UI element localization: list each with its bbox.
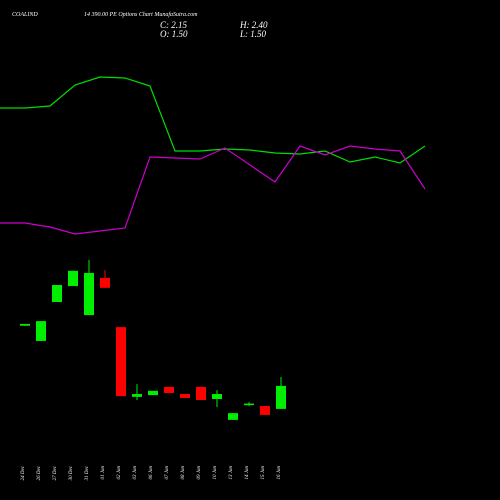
x-tick-label: 01 Jan xyxy=(101,466,106,480)
indicator-line xyxy=(0,76,426,164)
candle-body xyxy=(196,386,206,401)
x-tick-label: 13 Jan xyxy=(229,466,234,480)
candle-body xyxy=(68,270,78,287)
indicator-line xyxy=(0,145,426,235)
x-tick-label: 27 Dec xyxy=(53,465,58,480)
candle-body xyxy=(276,385,286,409)
candle-body xyxy=(116,327,126,397)
open-label: O: 1.50 xyxy=(160,29,188,39)
x-tick-label: 14 Jan xyxy=(245,466,250,480)
candle-body xyxy=(164,386,174,393)
candle-body xyxy=(100,277,110,288)
candle-body xyxy=(212,394,222,399)
x-tick-label: 06 Jan xyxy=(149,466,154,480)
x-tick-label: 08 Jan xyxy=(181,466,186,480)
candle-body xyxy=(244,403,254,406)
x-tick-label: 07 Jan xyxy=(165,466,170,480)
x-tick-label: 03 Jan xyxy=(133,466,138,480)
x-tick-label: 31 Dec xyxy=(85,465,90,480)
x-tick-label: 26 Dec xyxy=(37,465,42,480)
candle-body xyxy=(228,413,238,420)
candle-body xyxy=(84,272,94,316)
x-tick-label: 09 Jan xyxy=(197,466,202,480)
candle-body xyxy=(20,323,30,326)
x-tick-label: 16 Jan xyxy=(277,466,282,480)
candle-body xyxy=(180,394,190,398)
low-label: L: 1.50 xyxy=(239,29,267,39)
candle-body xyxy=(148,390,158,396)
candle-body xyxy=(36,321,46,341)
x-tick-label: 24 Dec xyxy=(21,465,26,480)
candle-body xyxy=(52,285,62,302)
candle-body xyxy=(132,394,142,397)
x-tick-label: 15 Jan xyxy=(261,466,266,480)
chart-title: COALIND xyxy=(12,12,38,18)
x-tick-label: 02 Jan xyxy=(117,466,122,480)
chart-subtitle: 14 390.00 PE Options Chart MunafaSutra.c… xyxy=(84,11,198,18)
x-tick-label: 10 Jan xyxy=(213,466,218,480)
high-label: H: 2.40 xyxy=(239,20,268,30)
x-tick-label: 30 Dec xyxy=(69,465,74,480)
close-label: C: 2.15 xyxy=(160,20,188,30)
candle-body xyxy=(260,406,270,415)
